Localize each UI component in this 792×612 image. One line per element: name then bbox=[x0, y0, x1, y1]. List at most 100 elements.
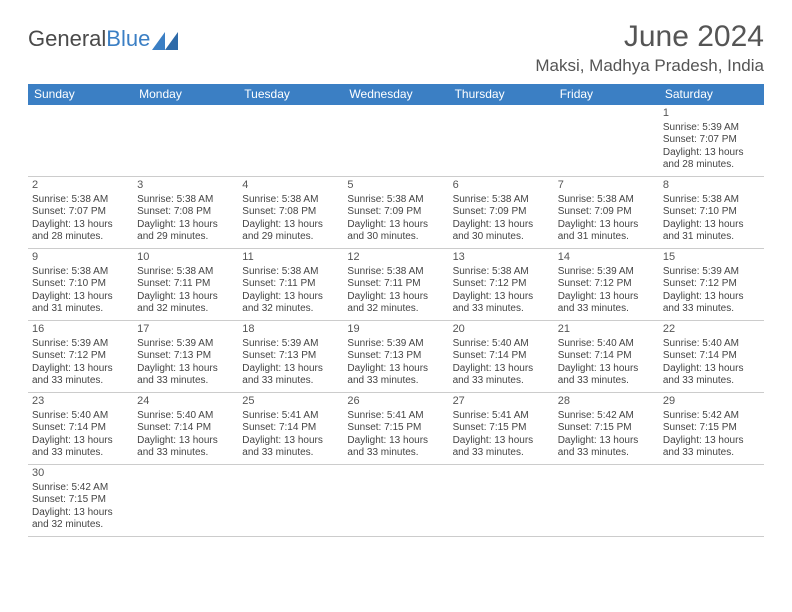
day-cell: 25Sunrise: 5:41 AMSunset: 7:14 PMDayligh… bbox=[238, 393, 343, 465]
sunrise-line: Sunrise: 5:38 AM bbox=[32, 194, 129, 207]
day-cell: 3Sunrise: 5:38 AMSunset: 7:08 PMDaylight… bbox=[133, 177, 238, 249]
daylight-line: Daylight: 13 hours and 30 minutes. bbox=[453, 219, 550, 244]
logo-text-blue: Blue bbox=[106, 26, 150, 52]
sunset-line: Sunset: 7:14 PM bbox=[663, 350, 760, 363]
calendar-table: SundayMondayTuesdayWednesdayThursdayFrid… bbox=[28, 84, 764, 537]
daylight-line: Daylight: 13 hours and 33 minutes. bbox=[137, 363, 234, 388]
calendar-row: 1Sunrise: 5:39 AMSunset: 7:07 PMDaylight… bbox=[28, 105, 764, 177]
sunset-line: Sunset: 7:09 PM bbox=[453, 206, 550, 219]
sunrise-line: Sunrise: 5:39 AM bbox=[137, 338, 234, 351]
daylight-line: Daylight: 13 hours and 33 minutes. bbox=[558, 363, 655, 388]
sunrise-line: Sunrise: 5:38 AM bbox=[242, 266, 339, 279]
daylight-line: Daylight: 13 hours and 33 minutes. bbox=[137, 435, 234, 460]
sunset-line: Sunset: 7:13 PM bbox=[242, 350, 339, 363]
day-cell: 12Sunrise: 5:38 AMSunset: 7:11 PMDayligh… bbox=[343, 249, 448, 321]
sunrise-line: Sunrise: 5:41 AM bbox=[347, 410, 444, 423]
day-number: 24 bbox=[137, 395, 234, 409]
day-cell: 14Sunrise: 5:39 AMSunset: 7:12 PMDayligh… bbox=[554, 249, 659, 321]
daylight-line: Daylight: 13 hours and 33 minutes. bbox=[242, 435, 339, 460]
sunset-line: Sunset: 7:09 PM bbox=[347, 206, 444, 219]
sunset-line: Sunset: 7:14 PM bbox=[137, 422, 234, 435]
day-number: 23 bbox=[32, 395, 129, 409]
day-cell: 30Sunrise: 5:42 AMSunset: 7:15 PMDayligh… bbox=[28, 465, 133, 537]
day-number: 9 bbox=[32, 251, 129, 265]
sunrise-line: Sunrise: 5:39 AM bbox=[347, 338, 444, 351]
daylight-line: Daylight: 13 hours and 31 minutes. bbox=[32, 291, 129, 316]
daylight-line: Daylight: 13 hours and 33 minutes. bbox=[32, 363, 129, 388]
col-header: Friday bbox=[554, 84, 659, 105]
day-number: 19 bbox=[347, 323, 444, 337]
sunset-line: Sunset: 7:15 PM bbox=[663, 422, 760, 435]
day-cell: 24Sunrise: 5:40 AMSunset: 7:14 PMDayligh… bbox=[133, 393, 238, 465]
sunset-line: Sunset: 7:14 PM bbox=[32, 422, 129, 435]
day-number: 6 bbox=[453, 179, 550, 193]
day-cell: 19Sunrise: 5:39 AMSunset: 7:13 PMDayligh… bbox=[343, 321, 448, 393]
sunset-line: Sunset: 7:07 PM bbox=[32, 206, 129, 219]
sunrise-line: Sunrise: 5:38 AM bbox=[242, 194, 339, 207]
day-number: 30 bbox=[32, 467, 129, 481]
sunrise-line: Sunrise: 5:38 AM bbox=[347, 266, 444, 279]
day-number: 1 bbox=[663, 107, 760, 121]
daylight-line: Daylight: 13 hours and 33 minutes. bbox=[558, 291, 655, 316]
day-number: 3 bbox=[137, 179, 234, 193]
sunset-line: Sunset: 7:14 PM bbox=[453, 350, 550, 363]
day-cell: 29Sunrise: 5:42 AMSunset: 7:15 PMDayligh… bbox=[659, 393, 764, 465]
sunrise-line: Sunrise: 5:40 AM bbox=[663, 338, 760, 351]
daylight-line: Daylight: 13 hours and 29 minutes. bbox=[137, 219, 234, 244]
sunset-line: Sunset: 7:15 PM bbox=[32, 494, 129, 507]
sunrise-line: Sunrise: 5:42 AM bbox=[32, 482, 129, 495]
calendar-row: 23Sunrise: 5:40 AMSunset: 7:14 PMDayligh… bbox=[28, 393, 764, 465]
col-header: Saturday bbox=[659, 84, 764, 105]
sunset-line: Sunset: 7:14 PM bbox=[558, 350, 655, 363]
daylight-line: Daylight: 13 hours and 31 minutes. bbox=[558, 219, 655, 244]
sunrise-line: Sunrise: 5:39 AM bbox=[558, 266, 655, 279]
sunset-line: Sunset: 7:10 PM bbox=[32, 278, 129, 291]
sunset-line: Sunset: 7:11 PM bbox=[347, 278, 444, 291]
day-number: 13 bbox=[453, 251, 550, 265]
day-cell: 1Sunrise: 5:39 AMSunset: 7:07 PMDaylight… bbox=[659, 105, 764, 177]
day-cell: 17Sunrise: 5:39 AMSunset: 7:13 PMDayligh… bbox=[133, 321, 238, 393]
location: Maksi, Madhya Pradesh, India bbox=[535, 56, 764, 76]
day-number: 5 bbox=[347, 179, 444, 193]
day-cell: 22Sunrise: 5:40 AMSunset: 7:14 PMDayligh… bbox=[659, 321, 764, 393]
day-number: 29 bbox=[663, 395, 760, 409]
day-cell: 16Sunrise: 5:39 AMSunset: 7:12 PMDayligh… bbox=[28, 321, 133, 393]
empty-cell bbox=[133, 105, 238, 177]
day-cell: 23Sunrise: 5:40 AMSunset: 7:14 PMDayligh… bbox=[28, 393, 133, 465]
day-number: 12 bbox=[347, 251, 444, 265]
col-header: Thursday bbox=[449, 84, 554, 105]
sunrise-line: Sunrise: 5:41 AM bbox=[242, 410, 339, 423]
sunset-line: Sunset: 7:10 PM bbox=[663, 206, 760, 219]
col-header: Wednesday bbox=[343, 84, 448, 105]
daylight-line: Daylight: 13 hours and 33 minutes. bbox=[558, 435, 655, 460]
sunset-line: Sunset: 7:15 PM bbox=[558, 422, 655, 435]
daylight-line: Daylight: 13 hours and 28 minutes. bbox=[663, 147, 760, 172]
day-cell: 2Sunrise: 5:38 AMSunset: 7:07 PMDaylight… bbox=[28, 177, 133, 249]
day-cell: 13Sunrise: 5:38 AMSunset: 7:12 PMDayligh… bbox=[449, 249, 554, 321]
sunset-line: Sunset: 7:11 PM bbox=[242, 278, 339, 291]
calendar-row: 16Sunrise: 5:39 AMSunset: 7:12 PMDayligh… bbox=[28, 321, 764, 393]
empty-cell bbox=[28, 105, 133, 177]
header: GeneralBlue June 2024 Maksi, Madhya Prad… bbox=[28, 20, 764, 76]
sunrise-line: Sunrise: 5:39 AM bbox=[242, 338, 339, 351]
day-number: 15 bbox=[663, 251, 760, 265]
day-number: 4 bbox=[242, 179, 339, 193]
day-number: 7 bbox=[558, 179, 655, 193]
day-number: 28 bbox=[558, 395, 655, 409]
sunset-line: Sunset: 7:12 PM bbox=[558, 278, 655, 291]
day-cell: 7Sunrise: 5:38 AMSunset: 7:09 PMDaylight… bbox=[554, 177, 659, 249]
sunset-line: Sunset: 7:12 PM bbox=[663, 278, 760, 291]
sunrise-line: Sunrise: 5:40 AM bbox=[137, 410, 234, 423]
daylight-line: Daylight: 13 hours and 33 minutes. bbox=[32, 435, 129, 460]
daylight-line: Daylight: 13 hours and 33 minutes. bbox=[453, 363, 550, 388]
day-cell: 8Sunrise: 5:38 AMSunset: 7:10 PMDaylight… bbox=[659, 177, 764, 249]
sunset-line: Sunset: 7:13 PM bbox=[347, 350, 444, 363]
daylight-line: Daylight: 13 hours and 33 minutes. bbox=[663, 435, 760, 460]
sunrise-line: Sunrise: 5:38 AM bbox=[663, 194, 760, 207]
sunset-line: Sunset: 7:11 PM bbox=[137, 278, 234, 291]
day-cell: 27Sunrise: 5:41 AMSunset: 7:15 PMDayligh… bbox=[449, 393, 554, 465]
sunset-line: Sunset: 7:07 PM bbox=[663, 134, 760, 147]
day-number: 27 bbox=[453, 395, 550, 409]
daylight-line: Daylight: 13 hours and 33 minutes. bbox=[453, 435, 550, 460]
sunset-line: Sunset: 7:13 PM bbox=[137, 350, 234, 363]
